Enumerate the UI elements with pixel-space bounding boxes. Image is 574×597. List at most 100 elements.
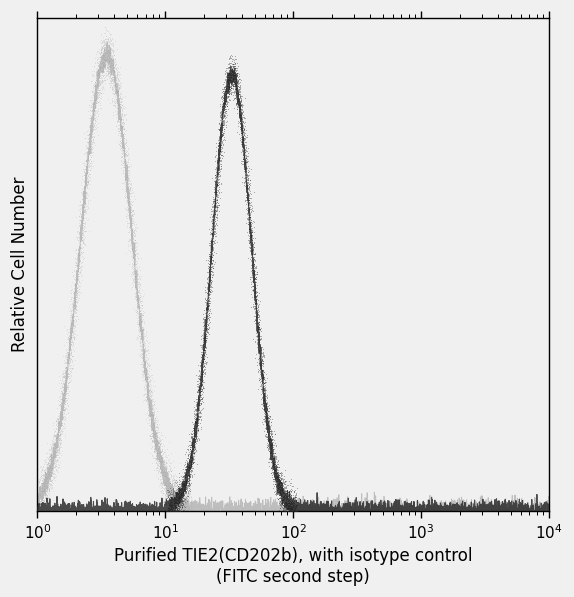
Point <box>55 408 64 418</box>
Point <box>164 473 173 482</box>
Point <box>142 359 151 368</box>
Point <box>244 176 253 185</box>
Point <box>172 498 181 508</box>
Point <box>38 506 48 516</box>
Point <box>254 373 263 382</box>
Point <box>151 448 160 458</box>
Point <box>179 506 188 516</box>
Point <box>157 474 166 484</box>
Point <box>172 506 181 516</box>
Point <box>138 331 147 341</box>
Point <box>46 470 55 480</box>
Point <box>174 487 184 496</box>
Point <box>171 502 180 512</box>
Point <box>133 300 142 310</box>
Point <box>131 334 141 343</box>
Point <box>276 485 285 495</box>
Point <box>170 497 180 506</box>
Point <box>235 134 245 143</box>
Point <box>527 501 536 511</box>
Point <box>147 382 156 392</box>
Point <box>87 147 96 157</box>
Point <box>348 503 358 512</box>
Point <box>139 395 148 405</box>
Point <box>276 490 285 500</box>
Point <box>115 141 124 151</box>
Point <box>71 280 80 290</box>
Point <box>219 122 228 132</box>
Point <box>177 502 187 512</box>
Point <box>228 73 238 83</box>
Point <box>134 302 144 312</box>
Point <box>91 84 100 94</box>
Point <box>225 88 234 98</box>
Point <box>241 170 250 180</box>
Point <box>172 506 181 516</box>
Point <box>257 359 266 369</box>
Point <box>99 82 108 91</box>
Point <box>189 448 198 457</box>
Point <box>102 47 111 56</box>
Point <box>135 303 144 312</box>
Point <box>88 156 98 165</box>
Point <box>210 173 219 182</box>
Point <box>134 312 144 321</box>
Point <box>331 505 340 515</box>
Point <box>180 490 189 499</box>
Point <box>177 506 187 516</box>
Point <box>206 277 215 287</box>
Point <box>104 58 114 67</box>
Point <box>216 133 226 142</box>
Point <box>169 506 178 516</box>
Point <box>211 238 220 247</box>
Point <box>114 66 123 75</box>
Point <box>155 457 164 467</box>
Point <box>395 504 405 513</box>
Point <box>185 480 194 490</box>
Point <box>53 426 63 436</box>
Point <box>205 238 215 247</box>
Point <box>151 454 160 464</box>
Point <box>97 85 106 95</box>
Point <box>194 408 203 418</box>
Point <box>260 393 269 403</box>
Point <box>269 464 278 474</box>
Point <box>199 393 208 402</box>
Point <box>161 460 170 469</box>
Point <box>122 176 131 185</box>
Point <box>148 402 157 411</box>
Point <box>68 322 77 331</box>
Point <box>161 503 170 513</box>
Point <box>204 306 214 315</box>
Point <box>38 477 47 487</box>
Point <box>217 94 226 103</box>
Point <box>81 181 90 190</box>
Point <box>92 69 101 79</box>
Point <box>172 479 181 489</box>
Point <box>221 102 230 112</box>
Point <box>112 84 121 94</box>
Point <box>218 129 227 139</box>
Point <box>228 81 238 90</box>
Point <box>114 126 123 136</box>
Point <box>87 95 96 104</box>
Point <box>117 113 126 122</box>
Point <box>180 506 189 516</box>
Point <box>112 63 121 72</box>
Point <box>326 506 335 516</box>
Point <box>274 480 284 490</box>
Point <box>178 504 187 513</box>
Point <box>33 477 42 487</box>
Point <box>145 373 154 382</box>
Point <box>276 485 285 494</box>
Point <box>232 98 241 107</box>
Point <box>211 213 220 222</box>
Point <box>106 504 115 514</box>
Point <box>79 195 88 204</box>
Point <box>271 470 280 480</box>
Point <box>140 361 149 370</box>
Point <box>171 503 180 513</box>
Point <box>40 506 49 516</box>
Point <box>55 419 64 429</box>
Point <box>99 39 108 49</box>
